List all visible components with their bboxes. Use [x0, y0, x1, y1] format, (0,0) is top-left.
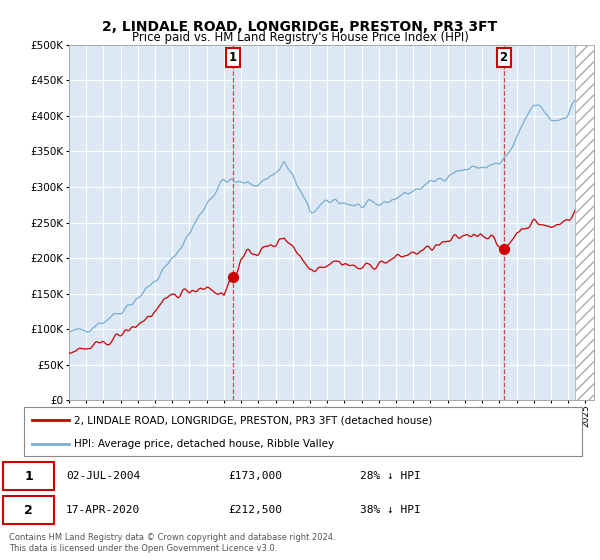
Text: Price paid vs. HM Land Registry's House Price Index (HPI): Price paid vs. HM Land Registry's House … — [131, 31, 469, 44]
Text: £212,500: £212,500 — [228, 505, 282, 515]
Text: Contains HM Land Registry data © Crown copyright and database right 2024.
This d: Contains HM Land Registry data © Crown c… — [9, 533, 335, 553]
Text: 2: 2 — [500, 51, 508, 64]
Text: 38% ↓ HPI: 38% ↓ HPI — [360, 505, 421, 515]
Bar — [575, 45, 594, 400]
FancyBboxPatch shape — [24, 407, 582, 456]
Text: 1: 1 — [229, 51, 236, 64]
Text: 2, LINDALE ROAD, LONGRIDGE, PRESTON, PR3 3FT (detached house): 2, LINDALE ROAD, LONGRIDGE, PRESTON, PR3… — [74, 416, 433, 426]
FancyBboxPatch shape — [3, 462, 54, 490]
Text: HPI: Average price, detached house, Ribble Valley: HPI: Average price, detached house, Ribb… — [74, 439, 334, 449]
Text: 2, LINDALE ROAD, LONGRIDGE, PRESTON, PR3 3FT: 2, LINDALE ROAD, LONGRIDGE, PRESTON, PR3… — [103, 20, 497, 34]
FancyBboxPatch shape — [3, 496, 54, 524]
Text: £173,000: £173,000 — [228, 471, 282, 481]
Text: 2: 2 — [25, 504, 33, 517]
Text: 1: 1 — [25, 469, 33, 483]
Text: 17-APR-2020: 17-APR-2020 — [66, 505, 140, 515]
Text: 28% ↓ HPI: 28% ↓ HPI — [360, 471, 421, 481]
Text: 02-JUL-2004: 02-JUL-2004 — [66, 471, 140, 481]
